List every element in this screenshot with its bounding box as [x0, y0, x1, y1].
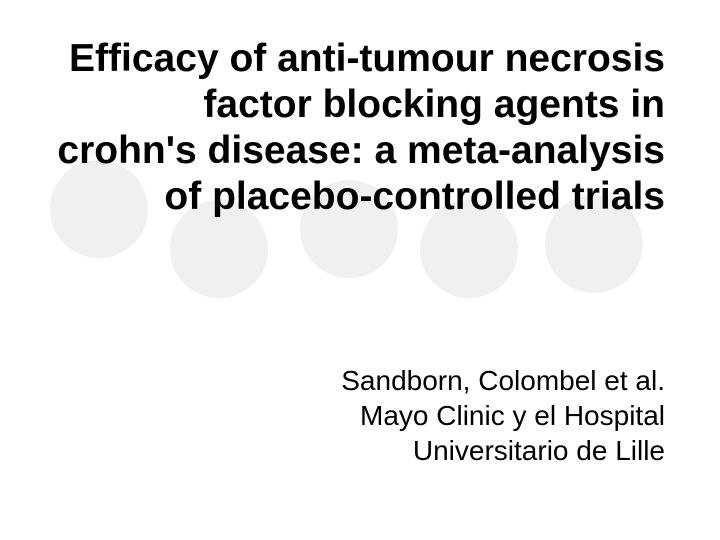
- authors-line-3: Universitario de Lille: [341, 433, 665, 468]
- slide-container: Efficacy of anti-tumour necrosis factor …: [0, 0, 720, 540]
- authors-line-2: Mayo Clinic y el Hospital: [341, 398, 665, 433]
- authors-block: Sandborn, Colombel et al. Mayo Clinic y …: [341, 363, 665, 468]
- slide-title: Efficacy of anti-tumour necrosis factor …: [55, 36, 665, 220]
- authors-line-1: Sandborn, Colombel et al.: [341, 363, 665, 398]
